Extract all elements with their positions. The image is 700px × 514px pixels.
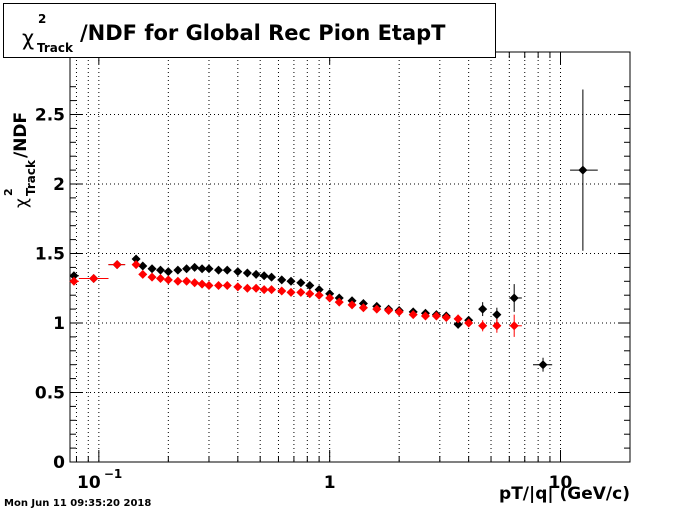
- data-point: [509, 321, 519, 331]
- data-point: [578, 165, 588, 175]
- data-point: [259, 271, 269, 281]
- plot-frame: [69, 51, 631, 463]
- y-tick-label: 2: [53, 175, 65, 195]
- date-stamp: Mon Jun 11 09:35:20 2018: [4, 498, 152, 509]
- ylabel-chi: χ: [12, 198, 32, 208]
- data-point: [394, 307, 404, 317]
- title-text: /NDF for Global Rec Pion EtapT: [80, 21, 446, 45]
- data-point: [296, 278, 306, 288]
- data-point: [190, 262, 200, 272]
- data-point: [214, 265, 224, 275]
- data-point: [69, 276, 79, 286]
- data-point: [156, 274, 166, 284]
- data-point: [214, 280, 224, 290]
- data-point: [259, 285, 269, 295]
- data-point: [197, 279, 207, 289]
- data-point: [453, 314, 463, 324]
- data-point: [286, 287, 296, 297]
- data-point: [233, 282, 243, 292]
- data-point: [314, 285, 324, 295]
- data-point: [173, 276, 183, 286]
- data-point: [408, 310, 418, 320]
- data-point: [163, 275, 173, 285]
- data-point: [242, 283, 252, 293]
- data-point: [314, 290, 324, 300]
- y-tick-label: 2.5: [35, 106, 65, 126]
- data-point: [267, 285, 277, 295]
- data-point: [478, 321, 488, 331]
- data-point: [325, 293, 335, 303]
- x-axis-label: pT/|q| (GeV/c): [499, 484, 630, 504]
- data-point: [89, 274, 99, 284]
- title-chi: χ: [22, 26, 35, 50]
- data-point: [190, 278, 200, 288]
- data-point: [204, 264, 214, 274]
- data-point: [251, 269, 261, 279]
- data-point: [156, 265, 166, 275]
- data-point: [277, 275, 287, 285]
- data-point: [131, 260, 141, 270]
- data-point: [296, 287, 306, 297]
- data-point: [138, 261, 148, 271]
- data-point: [182, 264, 192, 274]
- data-point: [492, 310, 502, 320]
- x-tick-label: 1: [324, 473, 336, 493]
- data-point: [277, 286, 287, 296]
- data-point: [431, 311, 441, 321]
- data-point: [147, 272, 157, 282]
- data-point: [372, 304, 382, 314]
- data-point: [222, 280, 232, 290]
- x-tick-label: 10: [77, 473, 101, 493]
- data-point: [358, 303, 368, 313]
- data-point: [478, 304, 488, 314]
- data-point: [286, 276, 296, 286]
- y-tick-label: 1: [53, 314, 65, 334]
- data-point: [233, 267, 243, 277]
- data-point: [267, 272, 277, 282]
- data-point: [305, 289, 315, 299]
- ylabel-superscript: 2: [2, 188, 15, 196]
- y-tick-label: 0: [53, 453, 65, 473]
- ylabel-subscript: Track: [24, 160, 38, 196]
- data-point: [131, 254, 141, 264]
- data-point: [112, 260, 122, 270]
- data-point: [441, 312, 451, 322]
- data-point: [173, 265, 183, 275]
- data-point: [384, 305, 394, 315]
- data-point: [492, 321, 502, 331]
- data-point: [163, 267, 173, 277]
- title-box: χ 2 Track /NDF for Global Rec Pion EtapT: [3, 3, 496, 58]
- title-superscript: 2: [38, 12, 47, 26]
- data-point: [420, 311, 430, 321]
- data-point: [204, 280, 214, 290]
- data-point: [69, 271, 79, 281]
- data-point: [453, 319, 463, 329]
- data-point: [222, 265, 232, 275]
- data-point: [147, 264, 157, 274]
- title-subscript: Track: [37, 41, 73, 55]
- y-tick-label: 0.5: [35, 384, 65, 404]
- data-point: [538, 360, 548, 370]
- data-point: [242, 268, 252, 278]
- ylabel-text: /NDF: [11, 111, 31, 158]
- data-point: [182, 276, 192, 286]
- data-point: [138, 269, 148, 279]
- x-tick-label: 10: [549, 473, 573, 493]
- data-point: [305, 280, 315, 290]
- data-point: [509, 293, 519, 303]
- y-axis-label: χ 2 Track /NDF: [0, 56, 56, 208]
- x-tick-label-exponent: −1: [104, 467, 122, 481]
- data-point: [464, 318, 474, 328]
- data-point: [347, 300, 357, 310]
- data-point: [251, 283, 261, 293]
- data-point: [197, 264, 207, 274]
- data-point: [334, 297, 344, 307]
- y-tick-label: 1.5: [35, 245, 65, 265]
